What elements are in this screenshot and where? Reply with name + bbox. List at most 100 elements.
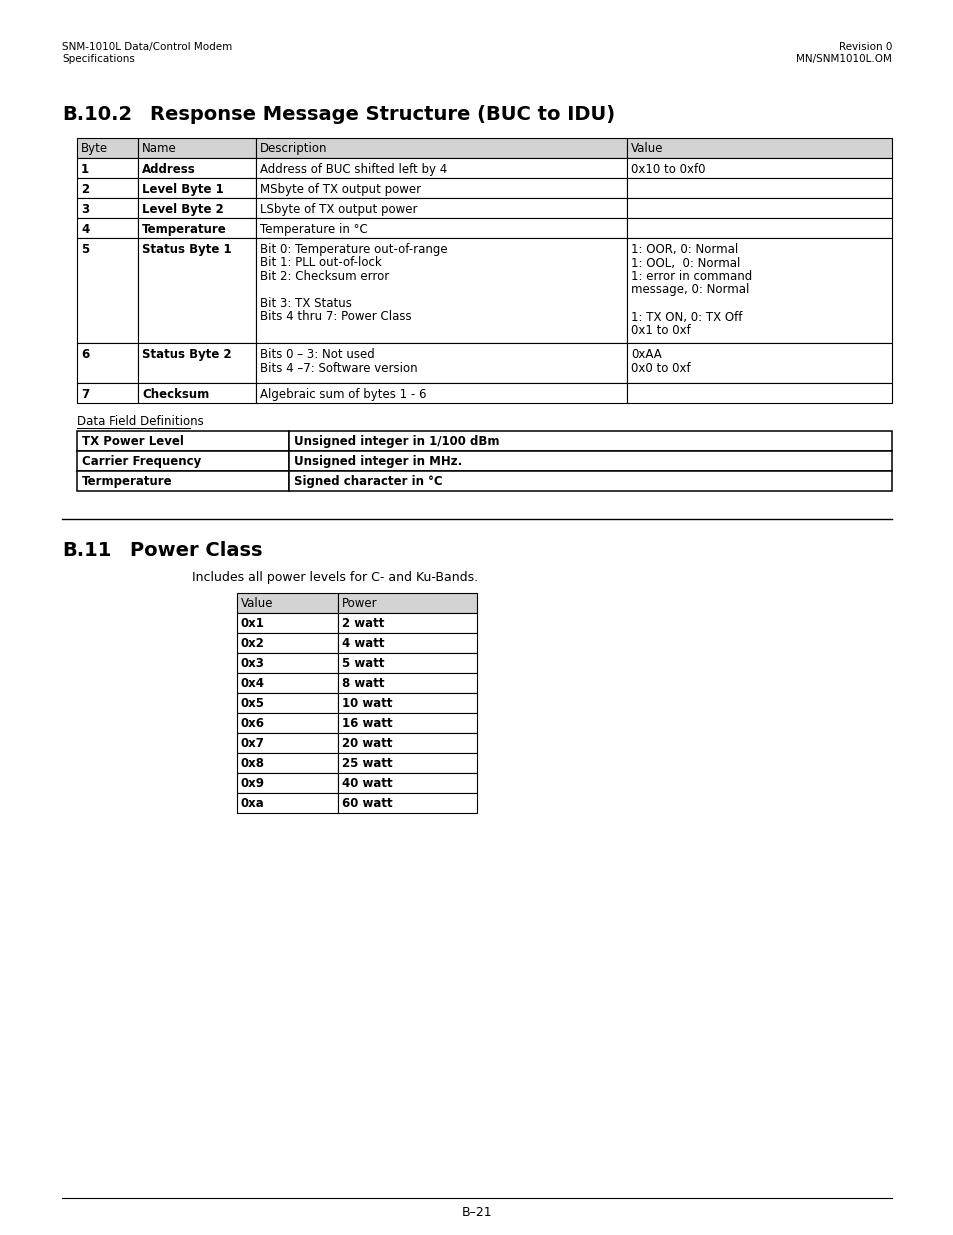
- Text: 40 watt: 40 watt: [341, 777, 392, 790]
- Text: Includes all power levels for C- and Ku-Bands.: Includes all power levels for C- and Ku-…: [192, 571, 477, 584]
- Bar: [626, 238, 891, 343]
- Text: 0x1: 0x1: [241, 618, 265, 630]
- Bar: [77, 138, 138, 158]
- Text: Bit 0: Temperature out-of-range: Bit 0: Temperature out-of-range: [260, 243, 448, 256]
- Text: 4: 4: [81, 224, 90, 236]
- Text: Bit 1: PLL out-of-lock: Bit 1: PLL out-of-lock: [260, 257, 381, 269]
- Text: 2 watt: 2 watt: [341, 618, 384, 630]
- Bar: [77, 343, 138, 383]
- Bar: [77, 238, 138, 343]
- Text: 7: 7: [81, 388, 89, 401]
- Text: Level Byte 2: Level Byte 2: [142, 203, 224, 216]
- Bar: [77, 383, 138, 403]
- Text: 0x10 to 0xf0: 0x10 to 0xf0: [631, 163, 705, 177]
- Bar: [77, 198, 138, 219]
- Bar: [626, 178, 891, 198]
- Text: Checksum: Checksum: [142, 388, 209, 401]
- Text: 0xAA: 0xAA: [631, 348, 661, 361]
- Bar: [236, 653, 337, 673]
- Bar: [289, 451, 891, 471]
- Bar: [256, 158, 626, 178]
- Text: 0x0 to 0xf: 0x0 to 0xf: [631, 362, 690, 374]
- Text: 8 watt: 8 watt: [341, 677, 384, 690]
- Text: Bit 2: Checksum error: Bit 2: Checksum error: [260, 270, 389, 283]
- Text: 0xa: 0xa: [241, 797, 265, 810]
- Text: 0x9: 0x9: [241, 777, 265, 790]
- Bar: [289, 471, 891, 492]
- Text: Name: Name: [142, 142, 176, 156]
- Text: 1: error in command: 1: error in command: [631, 270, 752, 283]
- Bar: [138, 198, 256, 219]
- Text: Unsigned integer in 1/100 dBm: Unsigned integer in 1/100 dBm: [294, 435, 498, 448]
- Text: 16 watt: 16 watt: [341, 718, 392, 730]
- Text: Address of BUC shifted left by 4: Address of BUC shifted left by 4: [260, 163, 447, 177]
- Bar: [236, 734, 337, 753]
- Bar: [337, 753, 476, 773]
- Bar: [138, 138, 256, 158]
- Bar: [337, 734, 476, 753]
- Text: Power: Power: [341, 597, 377, 610]
- Text: Status Byte 2: Status Byte 2: [142, 348, 232, 361]
- Text: Description: Description: [260, 142, 328, 156]
- Text: 5 watt: 5 watt: [341, 657, 384, 671]
- Bar: [626, 158, 891, 178]
- Text: 1: 1: [81, 163, 89, 177]
- Bar: [626, 219, 891, 238]
- Bar: [77, 219, 138, 238]
- Bar: [236, 593, 337, 613]
- Text: Data Field Definitions: Data Field Definitions: [77, 415, 204, 429]
- Text: message, 0: Normal: message, 0: Normal: [631, 284, 749, 296]
- Text: 5: 5: [81, 243, 90, 256]
- Bar: [626, 383, 891, 403]
- Text: Bits 4 thru 7: Power Class: Bits 4 thru 7: Power Class: [260, 310, 412, 324]
- Bar: [337, 713, 476, 734]
- Bar: [337, 653, 476, 673]
- Text: LSbyte of TX output power: LSbyte of TX output power: [260, 203, 417, 216]
- Bar: [138, 383, 256, 403]
- Text: B.10.2: B.10.2: [62, 105, 132, 124]
- Bar: [256, 219, 626, 238]
- Text: TX Power Level: TX Power Level: [82, 435, 184, 448]
- Bar: [626, 343, 891, 383]
- Bar: [256, 178, 626, 198]
- Bar: [77, 158, 138, 178]
- Bar: [77, 178, 138, 198]
- Bar: [337, 693, 476, 713]
- Bar: [337, 793, 476, 813]
- Bar: [236, 793, 337, 813]
- Text: 3: 3: [81, 203, 89, 216]
- Text: 4 watt: 4 watt: [341, 637, 384, 650]
- Text: B.11: B.11: [62, 541, 112, 559]
- Text: 0x2: 0x2: [241, 637, 265, 650]
- Bar: [337, 593, 476, 613]
- Text: Byte: Byte: [81, 142, 108, 156]
- Bar: [138, 343, 256, 383]
- Text: 60 watt: 60 watt: [341, 797, 392, 810]
- Text: Revision 0: Revision 0: [838, 42, 891, 52]
- Bar: [337, 613, 476, 634]
- Bar: [256, 343, 626, 383]
- Bar: [236, 753, 337, 773]
- Text: Bit 3: TX Status: Bit 3: TX Status: [260, 296, 352, 310]
- Bar: [138, 178, 256, 198]
- Text: 2: 2: [81, 183, 89, 196]
- Bar: [256, 238, 626, 343]
- Text: Bits 4 –7: Software version: Bits 4 –7: Software version: [260, 362, 417, 374]
- Bar: [236, 673, 337, 693]
- Text: Level Byte 1: Level Byte 1: [142, 183, 224, 196]
- Text: 0x3: 0x3: [241, 657, 265, 671]
- Bar: [77, 431, 289, 451]
- Bar: [337, 773, 476, 793]
- Text: 10 watt: 10 watt: [341, 697, 392, 710]
- Text: 0x8: 0x8: [241, 757, 265, 769]
- Text: 1: TX ON, 0: TX Off: 1: TX ON, 0: TX Off: [631, 310, 741, 324]
- Text: B–21: B–21: [461, 1207, 492, 1219]
- Text: Temperature: Temperature: [142, 224, 227, 236]
- Text: MN/SNM1010L.OM: MN/SNM1010L.OM: [796, 54, 891, 64]
- Text: Termperature: Termperature: [82, 475, 172, 488]
- Bar: [236, 693, 337, 713]
- Bar: [337, 673, 476, 693]
- Text: MSbyte of TX output power: MSbyte of TX output power: [260, 183, 421, 196]
- Text: SNM-1010L Data/Control Modem: SNM-1010L Data/Control Modem: [62, 42, 232, 52]
- Bar: [236, 773, 337, 793]
